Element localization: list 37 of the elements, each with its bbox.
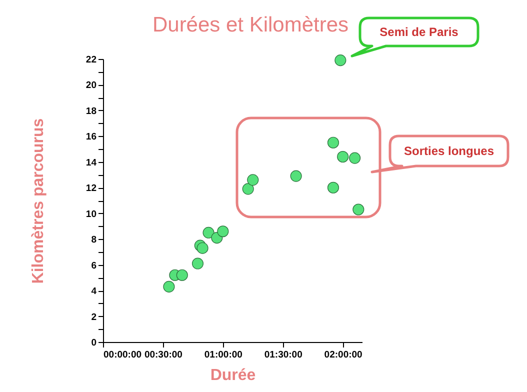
point xyxy=(334,54,346,66)
point xyxy=(217,226,229,238)
point xyxy=(242,183,254,195)
point xyxy=(163,280,175,292)
chart-title: Durées et Kilomètres xyxy=(152,14,349,37)
x-tick-label: 01:30:00 xyxy=(264,350,302,360)
y-tick-label: 18 xyxy=(86,106,96,117)
point xyxy=(337,150,349,163)
y-tick-label: 0 xyxy=(91,338,96,348)
y-tick-label: 10 xyxy=(86,208,96,220)
y-tick-label: 6 xyxy=(91,260,96,272)
y-tick-label: 16 xyxy=(86,132,96,143)
y-tick-label: 2 xyxy=(91,312,96,323)
point xyxy=(290,170,302,182)
x-tick-label: 00:30:00 xyxy=(144,350,182,360)
point xyxy=(192,258,204,270)
point xyxy=(327,136,339,148)
point xyxy=(247,174,259,186)
point xyxy=(196,242,208,254)
speech-bubble: Sorties longues xyxy=(370,134,510,174)
x-tick-label: 01:00:00 xyxy=(204,350,242,360)
y-tick-label: 20 xyxy=(86,80,96,92)
y-tick-label: 22 xyxy=(86,54,96,66)
y-tick-label: 8 xyxy=(91,234,96,246)
point xyxy=(202,226,214,238)
speech-bubble: Semi de Paris xyxy=(350,16,480,58)
y-tick-label: 4 xyxy=(91,286,98,298)
x-tick-label: 00:00:00 xyxy=(104,350,142,360)
y-tick-label: 14 xyxy=(86,157,98,168)
point xyxy=(327,182,339,194)
x-axis-title: Durée xyxy=(210,367,256,384)
point xyxy=(176,269,188,281)
x-tick-label: 02:00:00 xyxy=(324,350,362,360)
y-tick-label: 12 xyxy=(86,183,96,194)
y-axis-title: Kilomètres parcourus xyxy=(30,118,47,284)
point xyxy=(352,204,364,216)
point xyxy=(349,152,361,164)
